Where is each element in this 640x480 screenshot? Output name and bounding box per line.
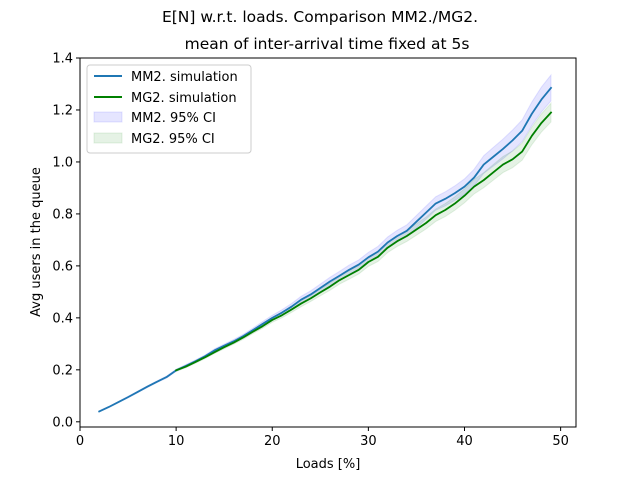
series-line-mm2 [98,86,553,413]
y-tick-label: 1.4 [52,52,73,67]
legend-swatch-mg2-ci [93,132,123,144]
x-tick-label: 10 [168,434,185,449]
legend-box [86,64,252,154]
y-axis-label: Avg users in the queue [29,167,44,317]
series-line-mg2 [174,111,553,372]
plot-frame [79,57,577,428]
chart-subtitle: mean of inter-arrival time fixed at 5s [185,35,470,53]
y-tick-label: 0.8 [52,207,73,222]
x-axis-ticks: 0 10 20 30 40 50 [76,427,569,449]
y-tick-label: 0.0 [52,415,73,430]
chart-title: E[N] w.r.t. loads. Comparison MM2./MG2. [162,8,478,26]
y-tick-label: 1.2 [52,103,73,118]
x-tick-label: 20 [264,434,281,449]
y-tick-label: 0.2 [52,363,73,378]
legend-swatch-mm2-ci [93,111,123,123]
x-tick-label: 50 [552,434,569,449]
y-tick-label: 1.0 [52,155,73,170]
legend-label-mg2-ci: MG2. 95% CI [131,132,215,147]
x-axis-label: Loads [%] [296,457,361,472]
legend-label-mg2-line: MG2. simulation [131,91,237,106]
legend-label-mm2-line: MM2. simulation [131,70,238,85]
series-lines [98,86,553,413]
x-tick-label: 40 [456,434,473,449]
x-tick-label: 30 [360,434,377,449]
y-tick-label: 0.4 [52,311,73,326]
legend-label-mm2-ci: MM2. 95% CI [131,111,216,126]
y-tick-label: 0.6 [52,259,73,274]
legend: MM2. simulation MG2. simulation MM2. 95%… [86,64,252,154]
y-axis-ticks: 0.0 0.2 0.4 0.6 0.8 1.0 1.2 1.4 [52,52,80,430]
x-tick-label: 0 [76,434,84,449]
